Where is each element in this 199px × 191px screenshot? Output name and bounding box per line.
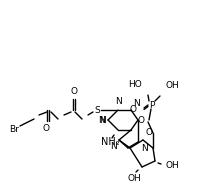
Text: N: N bbox=[141, 144, 148, 153]
Text: N: N bbox=[110, 142, 117, 151]
Text: S: S bbox=[94, 105, 100, 114]
Text: OH: OH bbox=[165, 81, 179, 90]
Text: N: N bbox=[98, 116, 105, 125]
Text: O: O bbox=[138, 116, 145, 125]
Text: HO: HO bbox=[128, 80, 142, 89]
Text: O: O bbox=[130, 104, 137, 113]
Text: N: N bbox=[115, 97, 121, 106]
Text: NH₂: NH₂ bbox=[101, 137, 119, 147]
Text: OH: OH bbox=[165, 160, 179, 169]
Text: OH: OH bbox=[127, 174, 141, 183]
Text: O: O bbox=[145, 128, 152, 137]
Text: O: O bbox=[70, 87, 77, 96]
Text: N: N bbox=[133, 99, 140, 108]
Text: P: P bbox=[149, 100, 155, 109]
Text: O: O bbox=[43, 124, 50, 133]
Text: Br: Br bbox=[9, 125, 19, 134]
Text: N: N bbox=[99, 116, 106, 125]
